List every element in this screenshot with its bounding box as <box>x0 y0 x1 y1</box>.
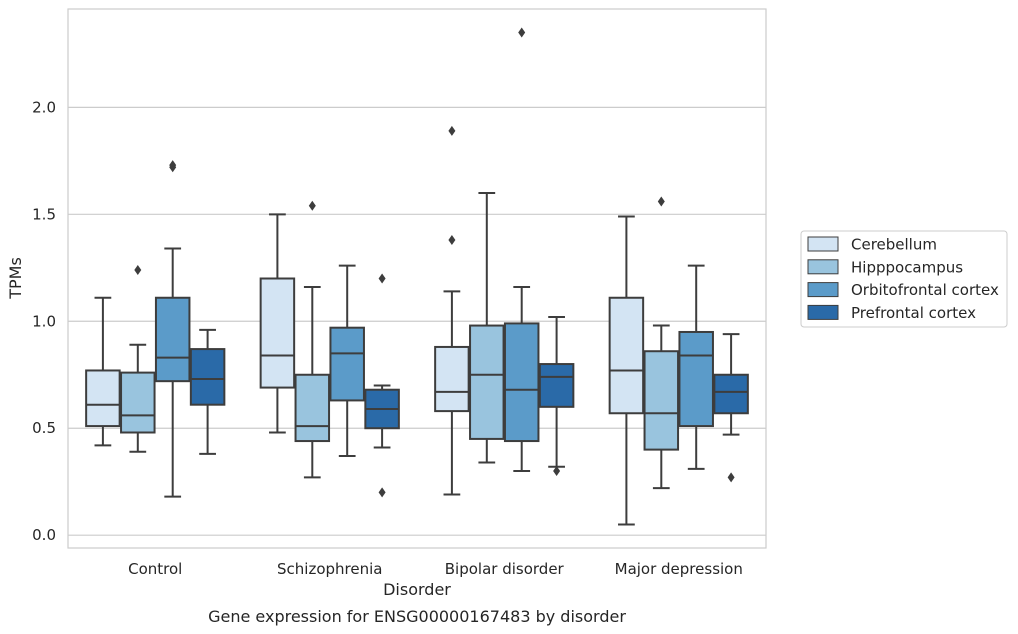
legend-swatch <box>807 282 839 298</box>
box <box>678 330 714 428</box>
outlier-point <box>134 264 142 275</box>
legend-label: Orbitofrontal cortex <box>851 281 999 299</box>
outlier-point <box>308 200 316 211</box>
legend-frame <box>800 230 1008 328</box>
legend-label: Prefrontal cortex <box>851 304 976 322</box>
chart-title: Gene expression for ENSG00000167483 by d… <box>208 607 626 626</box>
box-group <box>259 213 296 434</box>
y-tick-label: 1.5 <box>32 205 56 223</box>
box-group <box>434 125 470 496</box>
box <box>294 373 331 443</box>
box <box>608 296 645 415</box>
y-tick-label: 2.0 <box>32 98 56 116</box>
box <box>120 371 156 434</box>
box-group <box>678 264 714 470</box>
box-group <box>608 215 645 526</box>
y-axis-label: TPMs <box>6 257 25 300</box>
x-tick-label: Major depression <box>615 560 743 578</box>
box <box>85 369 121 428</box>
box-group <box>713 333 749 483</box>
box <box>259 277 296 389</box>
box <box>643 350 680 451</box>
box-group <box>120 264 156 453</box>
boxes <box>85 27 749 526</box>
box-group <box>643 196 680 490</box>
legend: Cerebellum Hipppocampus Orbitofrontal cort… <box>800 230 1008 328</box>
box <box>503 322 540 443</box>
y-tick-label: 1.0 <box>32 312 56 330</box>
x-tick-label: Bipolar disorder <box>445 560 565 578</box>
box <box>434 345 470 413</box>
outlier-point <box>657 196 665 207</box>
box <box>713 373 749 415</box>
outlier-point <box>169 160 177 171</box>
legend-label: Hipppocampus <box>851 258 963 276</box>
legend-swatch <box>807 259 839 275</box>
x-tick-label: Control <box>128 560 182 578</box>
outlier-point <box>448 125 456 136</box>
box-group <box>364 273 400 498</box>
plot-area <box>67 8 767 549</box>
y-tick-label: 0.0 <box>32 526 56 544</box>
legend-swatch <box>807 304 839 320</box>
outlier-point <box>518 27 526 38</box>
box <box>469 324 505 440</box>
outlier-point <box>553 466 561 476</box>
legend-label: Cerebellum <box>851 236 937 254</box>
box-group <box>329 264 365 458</box>
x-axis-label: Disorder <box>383 580 451 599</box>
x-tick-label: Schizophrenia <box>277 560 382 578</box>
box <box>538 363 575 408</box>
outlier-point <box>378 273 386 284</box>
x-ticks: Control Schizophrenia Bipolar disorder Majo… <box>128 560 743 578</box>
box-group <box>154 160 191 498</box>
box <box>189 348 226 406</box>
outlier-point <box>727 472 735 483</box>
box <box>154 296 191 383</box>
box-group <box>503 27 540 472</box>
outlier-point <box>378 487 386 498</box>
outlier-point <box>448 235 456 245</box>
box <box>329 326 365 402</box>
box-group <box>294 200 331 479</box>
y-tick-label: 0.5 <box>32 419 56 437</box>
box-group <box>538 316 575 476</box>
box-group <box>469 191 505 464</box>
y-ticks: 0.0 0.5 1.0 1.5 2.0 <box>32 98 56 544</box>
box-group <box>85 296 121 447</box>
legend-swatch <box>807 236 839 252</box>
box-group <box>189 328 226 455</box>
